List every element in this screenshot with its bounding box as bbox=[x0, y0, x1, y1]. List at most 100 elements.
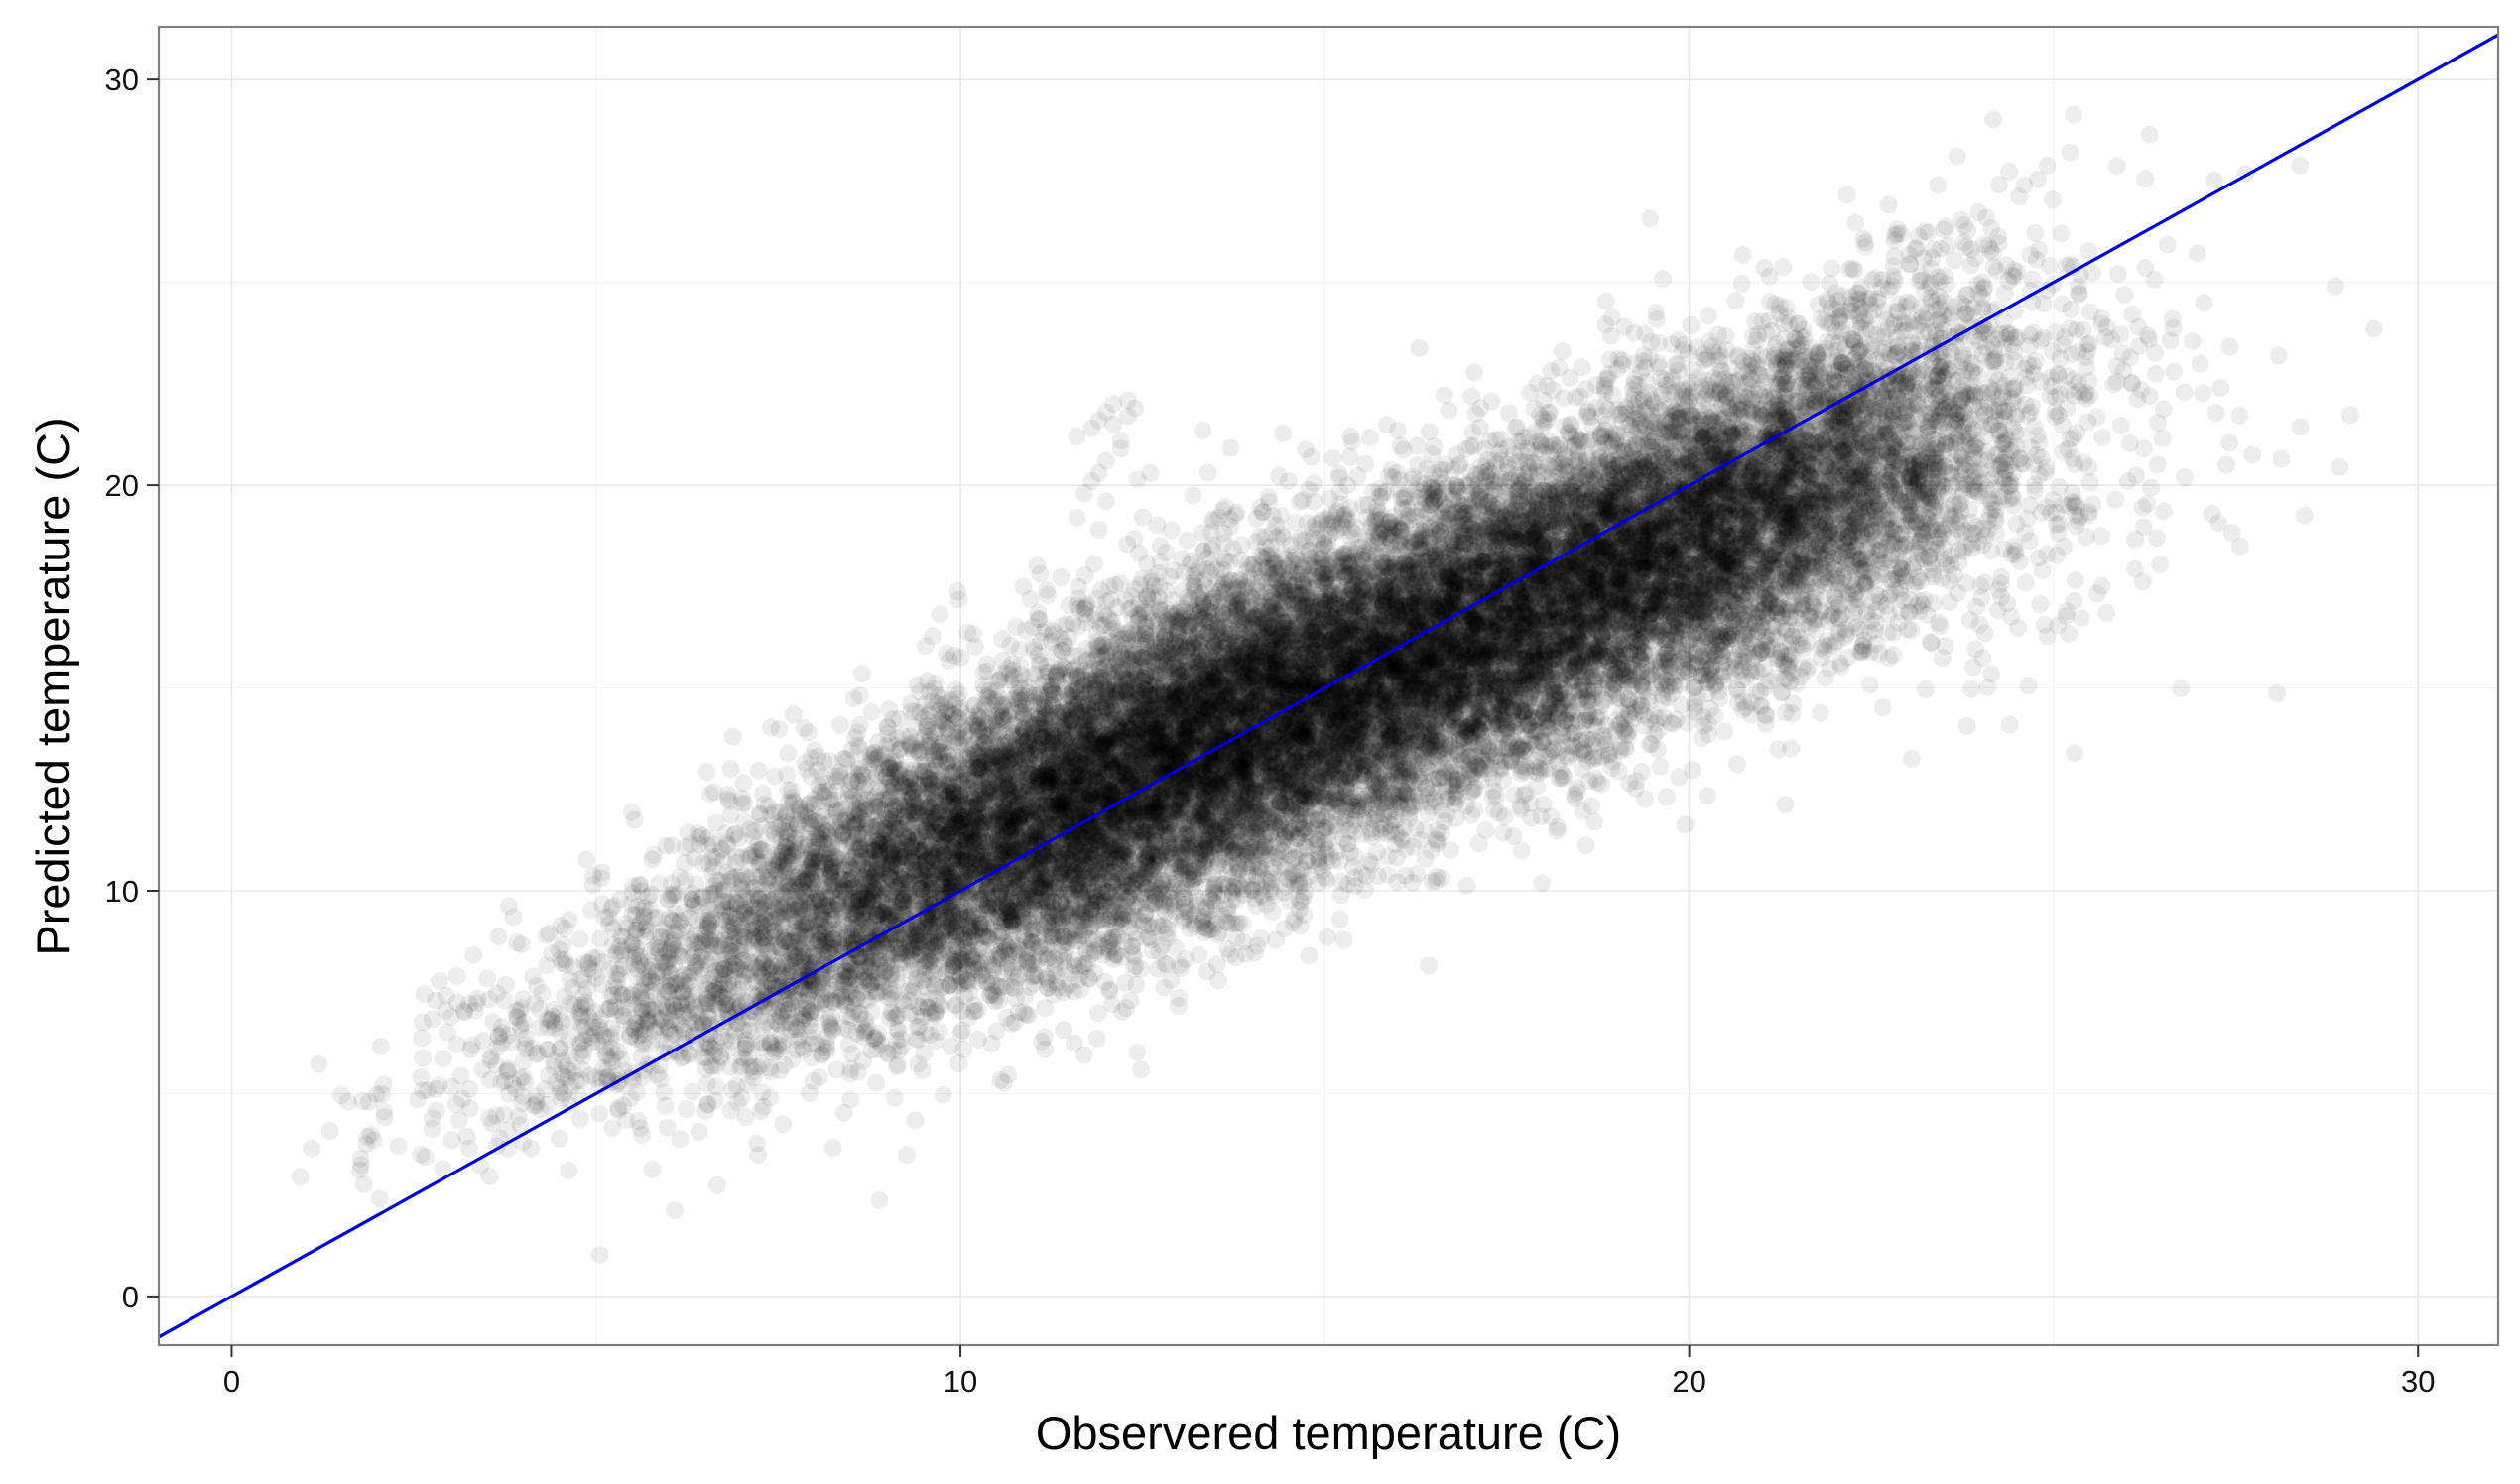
data-point bbox=[791, 879, 809, 897]
data-point bbox=[480, 1168, 498, 1185]
data-point bbox=[570, 930, 588, 948]
data-point bbox=[417, 1148, 435, 1166]
data-point bbox=[880, 700, 898, 718]
data-point bbox=[597, 1029, 615, 1047]
data-point bbox=[645, 846, 663, 864]
data-point bbox=[952, 906, 970, 924]
data-point bbox=[774, 860, 792, 878]
data-point bbox=[603, 1119, 621, 1137]
data-point bbox=[886, 1089, 904, 1107]
data-point bbox=[697, 763, 715, 781]
data-point bbox=[881, 1009, 899, 1027]
data-point bbox=[971, 847, 989, 865]
data-point bbox=[699, 1095, 717, 1113]
data-point bbox=[869, 733, 887, 751]
data-point bbox=[931, 702, 948, 720]
data-point bbox=[339, 1093, 357, 1111]
data-point bbox=[929, 832, 946, 850]
data-point bbox=[566, 996, 583, 1014]
data-point bbox=[972, 891, 990, 909]
data-point bbox=[874, 905, 892, 923]
data-point bbox=[663, 836, 681, 854]
data-point bbox=[770, 1036, 788, 1053]
data-point bbox=[372, 1038, 390, 1055]
data-point bbox=[648, 963, 666, 981]
data-point bbox=[931, 605, 948, 623]
data-point bbox=[733, 1057, 751, 1075]
data-point bbox=[610, 966, 628, 984]
data-point bbox=[584, 867, 602, 885]
data-point bbox=[824, 1139, 842, 1157]
data-point bbox=[953, 811, 971, 829]
data-point bbox=[972, 709, 990, 727]
data-point bbox=[571, 1045, 589, 1062]
data-point bbox=[577, 851, 595, 869]
data-point bbox=[715, 851, 733, 869]
data-point bbox=[941, 652, 958, 670]
data-point bbox=[835, 1104, 853, 1122]
data-point bbox=[779, 745, 797, 763]
data-point bbox=[587, 969, 605, 987]
data-point bbox=[854, 1052, 872, 1070]
data-point bbox=[726, 868, 744, 886]
data-point bbox=[691, 1123, 708, 1141]
data-point bbox=[823, 795, 841, 812]
data-point bbox=[867, 1074, 885, 1092]
data-point bbox=[551, 1130, 568, 1148]
data-point bbox=[842, 1009, 860, 1027]
data-point bbox=[512, 999, 530, 1017]
data-point bbox=[571, 1110, 589, 1128]
data-point bbox=[498, 1063, 516, 1081]
data-point bbox=[628, 1083, 646, 1101]
data-point bbox=[724, 728, 742, 746]
data-point bbox=[890, 1042, 908, 1059]
data-point bbox=[831, 716, 849, 734]
data-point bbox=[708, 1176, 726, 1194]
data-point bbox=[806, 977, 823, 995]
data-point bbox=[590, 1105, 608, 1123]
data-point bbox=[656, 988, 674, 1006]
data-point bbox=[490, 928, 508, 945]
data-point bbox=[907, 1112, 925, 1130]
data-point bbox=[707, 813, 725, 831]
data-point bbox=[935, 1086, 952, 1104]
data-point bbox=[811, 859, 828, 877]
data-point bbox=[958, 722, 976, 740]
data-point bbox=[735, 1040, 753, 1057]
data-point bbox=[771, 925, 789, 942]
data-point bbox=[983, 1035, 1001, 1052]
data-point bbox=[784, 794, 802, 811]
data-point bbox=[941, 863, 958, 881]
data-point bbox=[603, 1052, 621, 1070]
data-point bbox=[921, 732, 939, 750]
data-point bbox=[928, 990, 945, 1008]
data-point bbox=[443, 1078, 461, 1096]
data-point bbox=[487, 1107, 505, 1125]
data-point bbox=[922, 815, 940, 833]
data-point bbox=[355, 1175, 373, 1193]
data-point bbox=[626, 942, 644, 960]
data-point bbox=[660, 928, 678, 946]
data-point bbox=[705, 885, 723, 903]
data-point bbox=[659, 1119, 677, 1137]
data-point bbox=[899, 925, 917, 942]
data-point bbox=[321, 1122, 339, 1140]
data-point bbox=[728, 894, 746, 912]
data-point bbox=[582, 902, 600, 920]
data-point bbox=[811, 1068, 828, 1086]
data-point bbox=[424, 1120, 441, 1138]
data-point bbox=[744, 974, 762, 992]
data-point bbox=[850, 757, 868, 775]
data-point bbox=[515, 1052, 533, 1070]
data-point bbox=[478, 969, 496, 987]
data-point bbox=[292, 1168, 310, 1185]
data-point bbox=[737, 1108, 755, 1126]
data-point bbox=[625, 1020, 643, 1038]
data-point bbox=[931, 747, 948, 765]
data-point bbox=[522, 1139, 540, 1157]
data-point bbox=[945, 778, 962, 796]
data-point bbox=[828, 1060, 846, 1078]
data-point bbox=[634, 908, 652, 926]
data-point bbox=[720, 793, 738, 810]
data-point bbox=[941, 959, 958, 977]
